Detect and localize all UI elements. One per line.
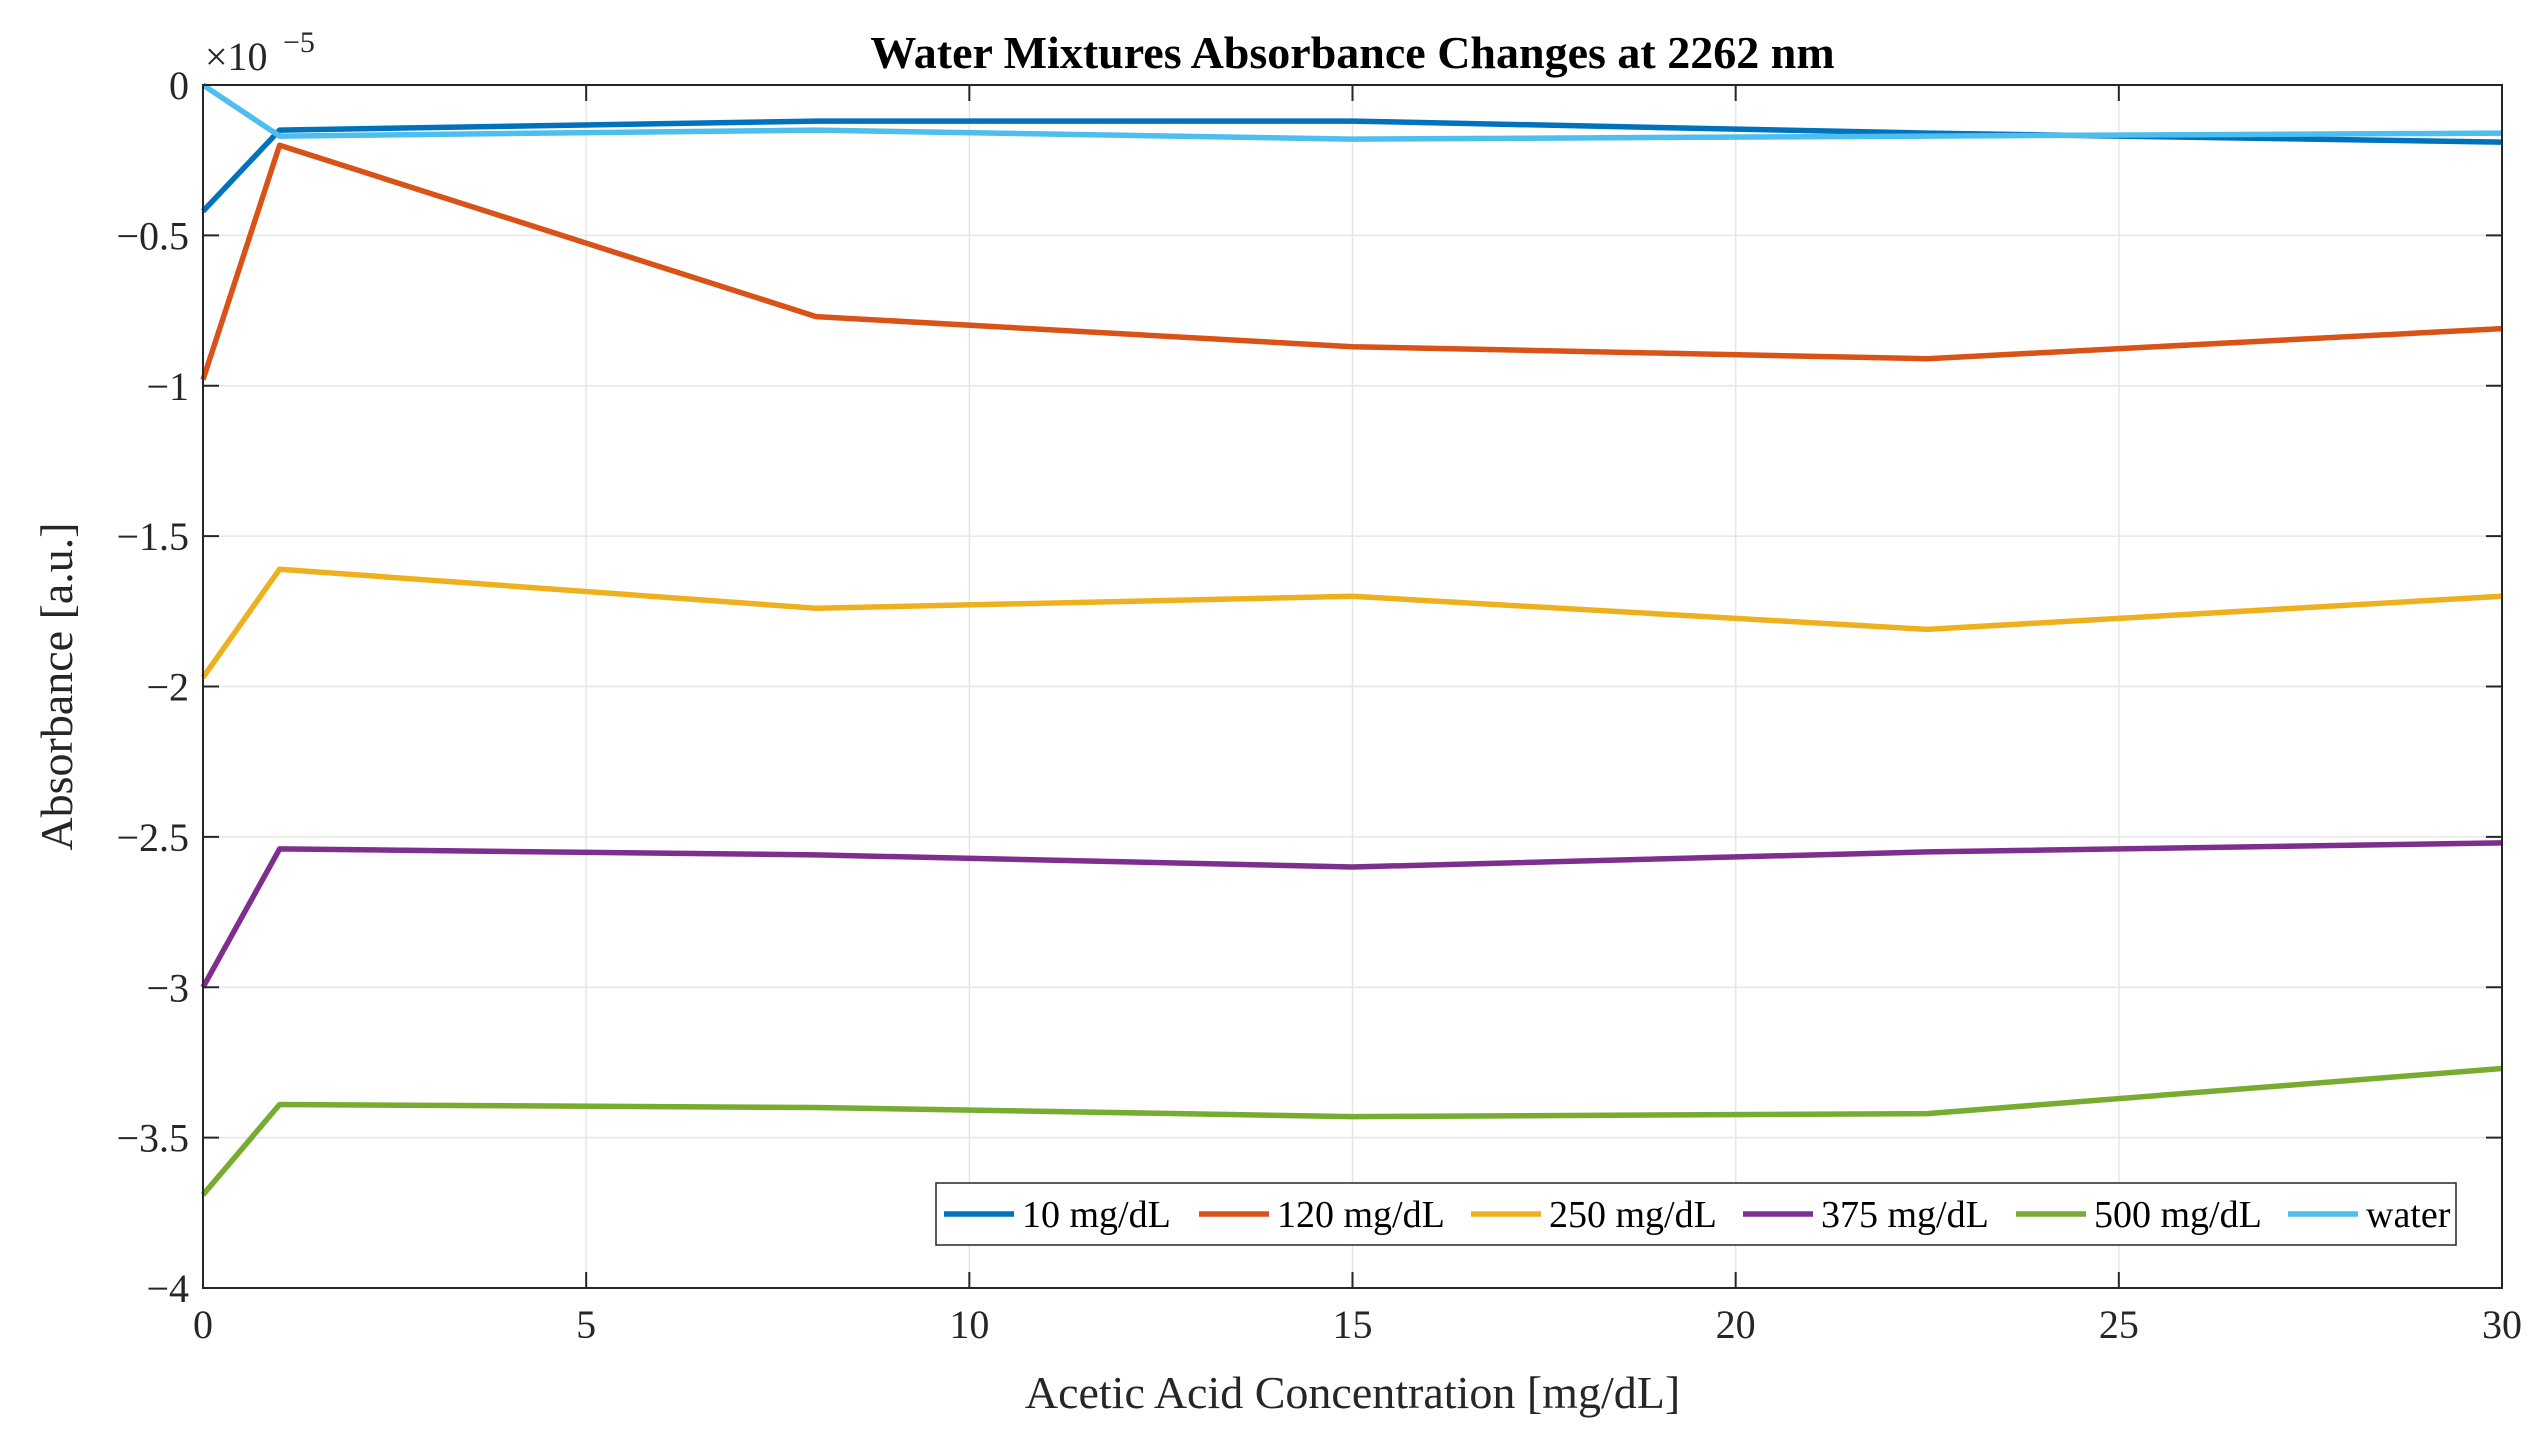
legend-label-120-mg-dl: 120 mg/dL <box>1277 1194 1445 1236</box>
legend-label-375-mg-dl: 375 mg/dL <box>1821 1194 1989 1236</box>
y-tick-label: −1 <box>146 364 189 409</box>
y-tick-label: −4 <box>146 1266 189 1311</box>
x-tick-label: 30 <box>2482 1302 2522 1347</box>
y-tick-label: −0.5 <box>116 213 189 258</box>
x-axis-label: Acetic Acid Concentration [mg/dL] <box>1025 1367 1680 1418</box>
x-tick-label: 0 <box>193 1302 213 1347</box>
ticks <box>202 84 2503 1289</box>
chart-title: Water Mixtures Absorbance Changes at 226… <box>870 27 1834 78</box>
legend-label-10-mg-dl: 10 mg/dL <box>1022 1194 1171 1236</box>
legend-label-250-mg-dl: 250 mg/dL <box>1549 1194 1717 1236</box>
y-axis-exponent: ×10 −5 <box>205 26 315 79</box>
series-line-375-mg-dl <box>200 840 2503 989</box>
x-tick-label: 5 <box>576 1302 596 1347</box>
x-tick-label: 25 <box>2099 1302 2139 1347</box>
y-tick-label: 0 <box>169 63 189 108</box>
y-tick-label: −3.5 <box>116 1116 189 1161</box>
x-tick-labels: 0 5 10 15 20 25 30 <box>193 1302 2522 1347</box>
series-lines <box>200 82 2503 1197</box>
x-tick-label: 10 <box>949 1302 989 1347</box>
y-tick-label: −1.5 <box>116 514 189 559</box>
legend-box <box>935 1182 2457 1246</box>
legend: 10 mg/dL 120 mg/dL 250 mg/dL 375 mg/dL 500 m… <box>935 1182 2457 1246</box>
x-tick-label: 15 <box>1333 1302 1373 1347</box>
series-line-250-mg-dl <box>200 566 2503 680</box>
y-axis-exponent-power: −5 <box>283 26 315 59</box>
y-tick-label: −3 <box>146 965 189 1010</box>
grid <box>203 85 2502 1288</box>
series-line-500-mg-dl <box>200 1065 2503 1197</box>
legend-label-500-mg-dl: 500 mg/dL <box>2094 1194 2262 1236</box>
series-line-water <box>201 82 2503 142</box>
y-tick-label: −2.5 <box>116 815 189 860</box>
legend-label-water: water <box>2366 1194 2451 1236</box>
x-tick-label: 20 <box>1716 1302 1756 1347</box>
y-tick-label: −2 <box>146 665 189 710</box>
y-axis-exponent-base: ×10 <box>205 34 268 79</box>
y-tick-labels: 0 −0.5 −1 −1.5 −2 −2.5 −3 −3.5 −4 <box>116 63 189 1311</box>
series-line-120-mg-dl <box>200 142 2503 381</box>
y-axis-label: Absorbance [a.u.] <box>31 522 82 850</box>
